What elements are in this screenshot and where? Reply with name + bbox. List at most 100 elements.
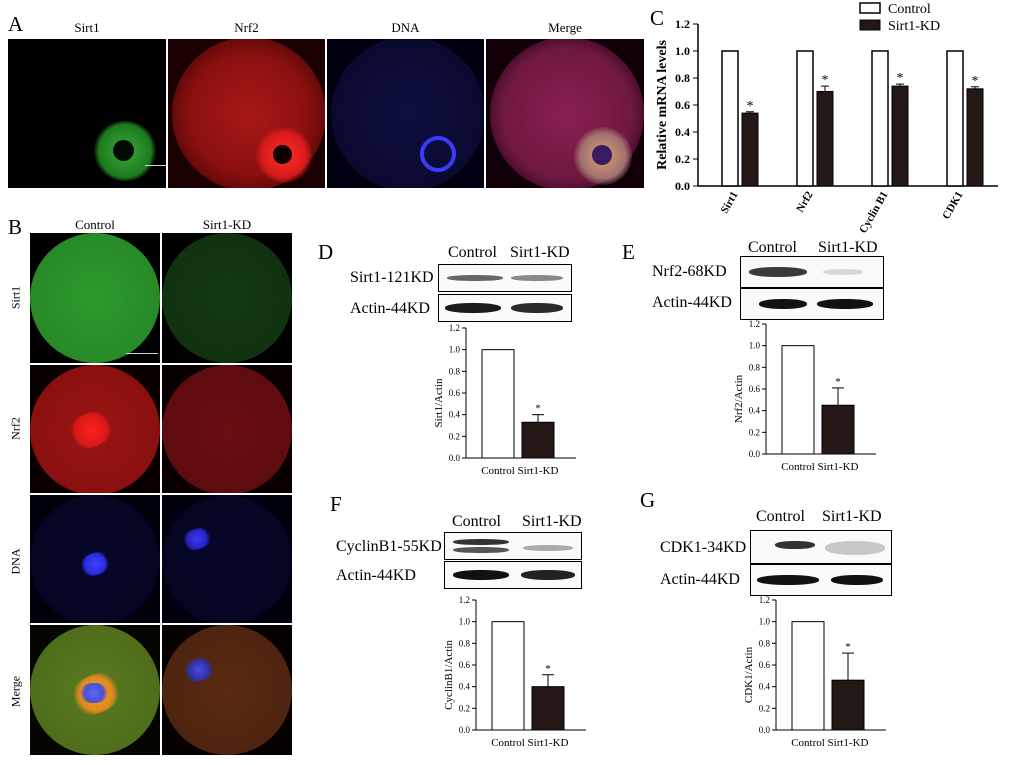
y-tick-label: 0.2 <box>749 427 760 437</box>
y-tick-label: 0.6 <box>749 384 761 394</box>
panel-d-header-control: Control <box>448 244 497 261</box>
panel-b-control-nrf2 <box>30 365 160 493</box>
panel-b-control-merge <box>30 625 160 755</box>
x-tick-label: Sirt1-KD <box>528 737 569 749</box>
y-tick-label: 0.0 <box>759 725 771 735</box>
bar-control <box>791 621 825 731</box>
panel-f-protein-label: CyclinB1-55KD <box>336 538 442 555</box>
panel-c-chart: 0.0 0.2 0.4 0.6 0.8 1.0 1.2 Relative mRNA level… <box>655 2 998 236</box>
y-tick-label: 1.2 <box>749 319 760 329</box>
y-tick-label: 1.0 <box>749 341 761 351</box>
x-tick-label: Control <box>781 461 815 473</box>
x-tick-label: Control <box>791 737 825 749</box>
x-tick-label: Sirt1 <box>719 190 741 216</box>
y-tick-label: 0.4 <box>459 682 471 692</box>
y-tick-label: 0.0 <box>449 453 461 463</box>
panel-a-header-sirt1: Sirt1 <box>74 20 100 35</box>
y-tick-label: 0.8 <box>675 71 690 85</box>
panel-f-header-kd: Sirt1-KD <box>522 513 582 530</box>
panel-a-dna-image <box>327 39 484 188</box>
panel-label-a: A <box>8 12 24 36</box>
x-tick-label: Cyclin B1 <box>857 190 890 236</box>
y-tick-label: 0.8 <box>449 366 461 376</box>
y-tick-label: 0.4 <box>449 410 461 420</box>
y-tick-label: 0.4 <box>749 406 761 416</box>
scale-bar <box>126 353 158 354</box>
y-tick-label: 0.0 <box>459 725 471 735</box>
x-tick-label: CDK1 <box>940 190 965 222</box>
bar-control <box>481 349 515 459</box>
panel-e-header-control: Control <box>748 239 797 256</box>
panel-d-blot-sirt1 <box>438 264 572 292</box>
panel-g-loading-label: Actin-44KD <box>660 571 740 588</box>
panel-b-row-nrf2: Nrf2 <box>8 417 23 440</box>
bar-control <box>946 50 964 187</box>
panel-e-protein-label: Nrf2-68KD <box>652 263 727 280</box>
x-tick-label: Control <box>491 737 525 749</box>
bar-control <box>796 50 814 187</box>
y-tick-label: 1.2 <box>459 595 470 605</box>
panel-f-chart: 0.0 0.2 0.4 0.6 0.8 1.0 1.2 CyclinB1/Actin Contr… <box>443 595 586 749</box>
panel-b-kd-dna <box>162 495 292 623</box>
legend-swatch-kd <box>859 19 881 31</box>
y-tick-label: 1.0 <box>675 44 690 58</box>
significance-star: * <box>897 71 904 86</box>
significance-star: * <box>747 99 754 114</box>
panel-label-b: B <box>8 215 23 239</box>
panel-e-chart: 0.0 0.2 0.4 0.6 0.8 1.0 1.2 Nrf2/Actin Control * S… <box>733 319 876 473</box>
panel-label-c: C <box>650 6 665 30</box>
bar-control <box>781 345 815 455</box>
y-tick-label: 0.2 <box>449 431 460 441</box>
panel-a-merge-image <box>486 39 644 188</box>
panel-b-row-sirt1: Sirt1 <box>8 285 23 310</box>
bar-sirt1-kd <box>521 421 555 459</box>
panel-g-chart: 0.0 0.2 0.4 0.6 0.8 1.0 1.2 CDK1/Actin Control * S… <box>743 595 886 749</box>
y-tick-label: 0.8 <box>749 362 761 372</box>
panel-b-header-control: Control <box>75 217 115 232</box>
panel-f-loading-label: Actin-44KD <box>336 567 416 584</box>
panel-b-kd-merge <box>162 625 292 755</box>
x-tick-label: Sirt1-KD <box>818 461 859 473</box>
significance-star: * <box>545 663 551 675</box>
panel-b-kd-nrf2 <box>162 365 292 493</box>
y-tick-label: 0.2 <box>675 152 690 166</box>
panel-b-row-merge: Merge <box>8 675 23 708</box>
significance-star: * <box>835 376 841 388</box>
y-axis-label: Sirt1/Actin <box>433 378 445 427</box>
panel-a-sirt1-image <box>8 39 166 188</box>
panel-b-row-dna: DNA <box>8 548 23 575</box>
panel-f-header-control: Control <box>452 513 501 530</box>
panel-d-header-kd: Sirt1-KD <box>510 244 570 261</box>
y-tick-label: 0.8 <box>759 638 771 648</box>
panel-g-header-kd: Sirt1-KD <box>822 508 882 525</box>
y-axis-label: CDK1/Actin <box>743 646 755 703</box>
panel-f-blot-cyclinb1 <box>444 532 582 560</box>
legend-swatch-control <box>859 2 881 14</box>
bar-control <box>491 621 525 731</box>
panel-label-f: F <box>330 492 342 516</box>
panel-g-protein-label: CDK1-34KD <box>660 539 747 556</box>
y-tick-label: 0.6 <box>759 660 771 670</box>
y-tick-label: 1.2 <box>675 17 690 31</box>
legend-label-kd: Sirt1-KD <box>888 19 940 34</box>
panel-label-d: D <box>318 240 334 264</box>
legend-label-control: Control <box>888 2 931 17</box>
bar-sirt1-kd <box>891 85 909 187</box>
y-tick-label: 1.2 <box>759 595 770 605</box>
y-axis-label: Nrf2/Actin <box>733 374 745 423</box>
bar-sirt1-kd <box>821 404 855 455</box>
panel-a-header-nrf2: Nrf2 <box>234 20 259 35</box>
panel-a-header-merge: Merge <box>548 20 582 35</box>
bar-sirt1-kd <box>831 679 865 731</box>
panel-b-header-kd: Sirt1-KD <box>202 217 252 232</box>
bar-control <box>721 50 739 187</box>
y-tick-label: 0.0 <box>749 449 761 459</box>
y-tick-label: 0.2 <box>759 703 770 713</box>
y-tick-label: 0.6 <box>449 388 461 398</box>
panel-g-blot-actin <box>750 564 892 596</box>
y-tick-label: 0.4 <box>675 125 690 139</box>
panel-f-blot-actin <box>444 561 582 589</box>
bar-control <box>871 50 889 187</box>
panel-label-e: E <box>622 240 635 264</box>
y-tick-label: 0.0 <box>675 179 690 193</box>
